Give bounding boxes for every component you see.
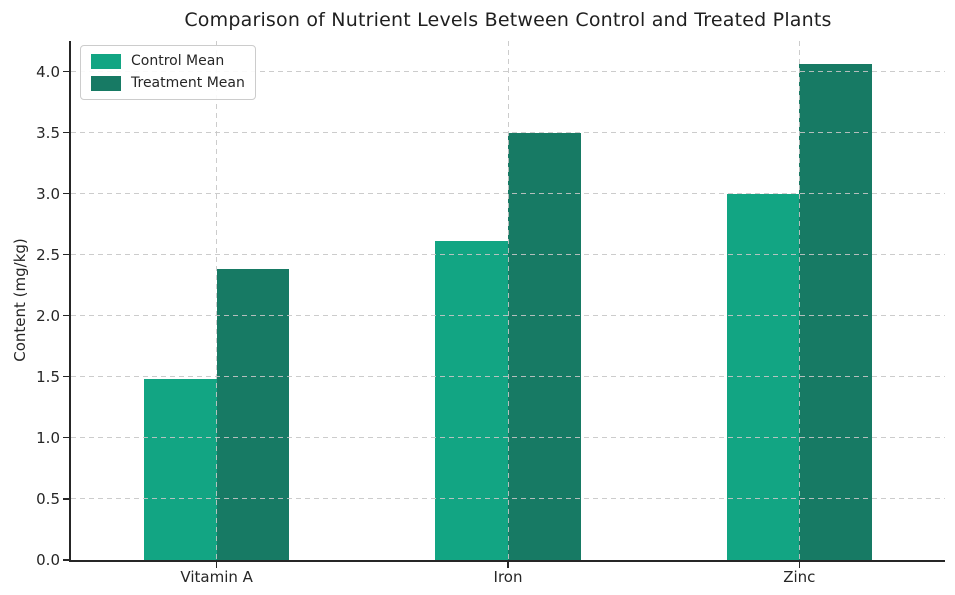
y-tick-label: 3.0 [36,184,60,203]
legend-label: Treatment Mean [131,75,245,91]
x-tick-label-vitamin-a: Vitamin A [180,568,253,586]
legend-swatch-icon [91,75,121,91]
y-tick-mark [63,497,69,500]
legend-swatch-icon [91,53,121,69]
y-tick-label: 2.0 [36,306,60,325]
plot-area: Control Mean Treatment Mean [69,41,945,562]
bar-control-mean-iron [435,241,508,560]
bar-treatment-mean-vitamin-a [216,269,290,560]
y-tick-label: 0.0 [36,551,60,569]
y-tick-mark [63,70,69,73]
legend-item-control-mean: Control Mean [91,53,245,69]
x-tick-label-iron: Iron [493,568,523,586]
y-tick-label: 3.5 [36,123,60,142]
legend-item-treatment-mean: Treatment Mean [91,75,245,91]
y-tick-mark [63,559,69,561]
y-tick-mark [63,253,69,256]
vertical-gridline [216,41,218,560]
y-tick-label: 1.0 [36,428,60,447]
vertical-gridline [507,41,509,560]
y-tick-mark [63,192,69,195]
x-tick-mark [798,562,801,568]
bar-control-mean-vitamin-a [143,379,217,560]
y-tick-mark [63,375,69,378]
y-tick-label: 1.5 [36,367,60,386]
legend-label: Control Mean [131,53,225,69]
legend: Control Mean Treatment Mean [80,45,256,100]
y-tick-mark [63,131,69,134]
bar-treatment-mean-iron [508,132,581,560]
vertical-gridline [798,41,800,560]
y-tick-label: 2.5 [36,245,60,264]
x-tick-mark [215,562,218,568]
chart-title: Comparison of Nutrient Levels Between Co… [184,9,832,31]
x-tick-mark [507,562,509,568]
x-tick-label-zinc: Zinc [783,568,816,586]
bar-treatment-mean-zinc [799,64,873,560]
y-tick-mark [63,314,69,317]
y-tick-mark [63,436,69,439]
y-tick-label: 4.0 [36,62,60,81]
y-tick-label: 0.5 [36,489,60,508]
